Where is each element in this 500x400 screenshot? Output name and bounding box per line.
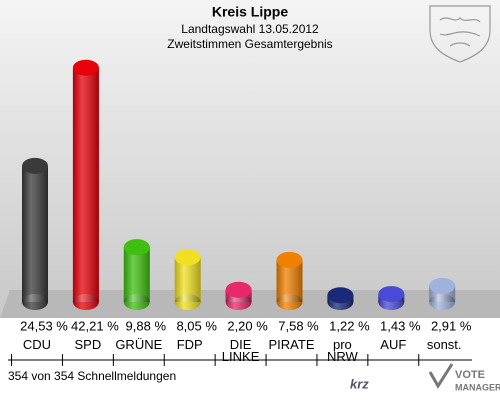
chart-subtitle: Zweitstimmen Gesamtergebnis	[167, 37, 332, 51]
bar-base-shade	[429, 294, 456, 310]
bar-base-shade	[225, 294, 252, 310]
bar-shade	[123, 247, 150, 302]
logo-text: krz	[350, 376, 369, 391]
logo-text: VOTE	[455, 369, 485, 381]
bar-shade	[72, 67, 99, 302]
value-label: 8,05 %	[176, 318, 217, 333]
footnote: 354 von 354 Schnellmeldungen	[8, 369, 176, 383]
value-label: 2,20 %	[227, 318, 268, 333]
x-tick-label: PIRATE	[268, 337, 315, 352]
value-label: 1,22 %	[329, 318, 370, 333]
bar-base-shade	[22, 294, 48, 310]
value-label: 42,21 %	[71, 318, 119, 333]
x-tick-label: DIE LINKE	[221, 337, 260, 364]
vote-logo	[428, 363, 454, 389]
bar-top	[378, 286, 405, 303]
bar-base-shade	[276, 294, 303, 310]
value-label: 1,43 %	[380, 318, 421, 333]
bar-top	[72, 59, 99, 76]
bar-top	[429, 277, 456, 294]
bar-top	[276, 251, 303, 268]
value-label: 2,91 %	[431, 318, 472, 333]
bar-top	[174, 249, 201, 266]
chart-title: Kreis Lippe	[212, 4, 288, 20]
chart-subtitle: Landtagswahl 13.05.2012	[181, 22, 319, 36]
value-label: 24,53 %	[20, 318, 68, 333]
logo-text: MANAGER	[455, 382, 500, 392]
bar-top	[123, 239, 150, 256]
bar-top	[22, 157, 48, 174]
x-tick-label: FDP	[176, 337, 203, 352]
bar-base-shade	[72, 294, 99, 310]
bar-base-shade	[123, 294, 150, 310]
x-tick-label: AUF	[380, 337, 407, 352]
x-tick-label: SPD	[74, 337, 102, 352]
bar-top	[225, 281, 252, 298]
value-label: 9,88 %	[126, 318, 167, 333]
x-tick-label: CDU	[22, 337, 52, 352]
value-label: 7,58 %	[278, 318, 319, 333]
bar-top	[327, 287, 354, 304]
x-tick-label: GRÜNE	[115, 337, 163, 352]
bar-base-shade	[174, 294, 201, 310]
x-tick-label: pro NRW	[326, 337, 358, 364]
bar-shade	[22, 165, 48, 302]
coat-of-arms	[429, 5, 491, 63]
x-tick-label: sonst.	[426, 337, 462, 352]
